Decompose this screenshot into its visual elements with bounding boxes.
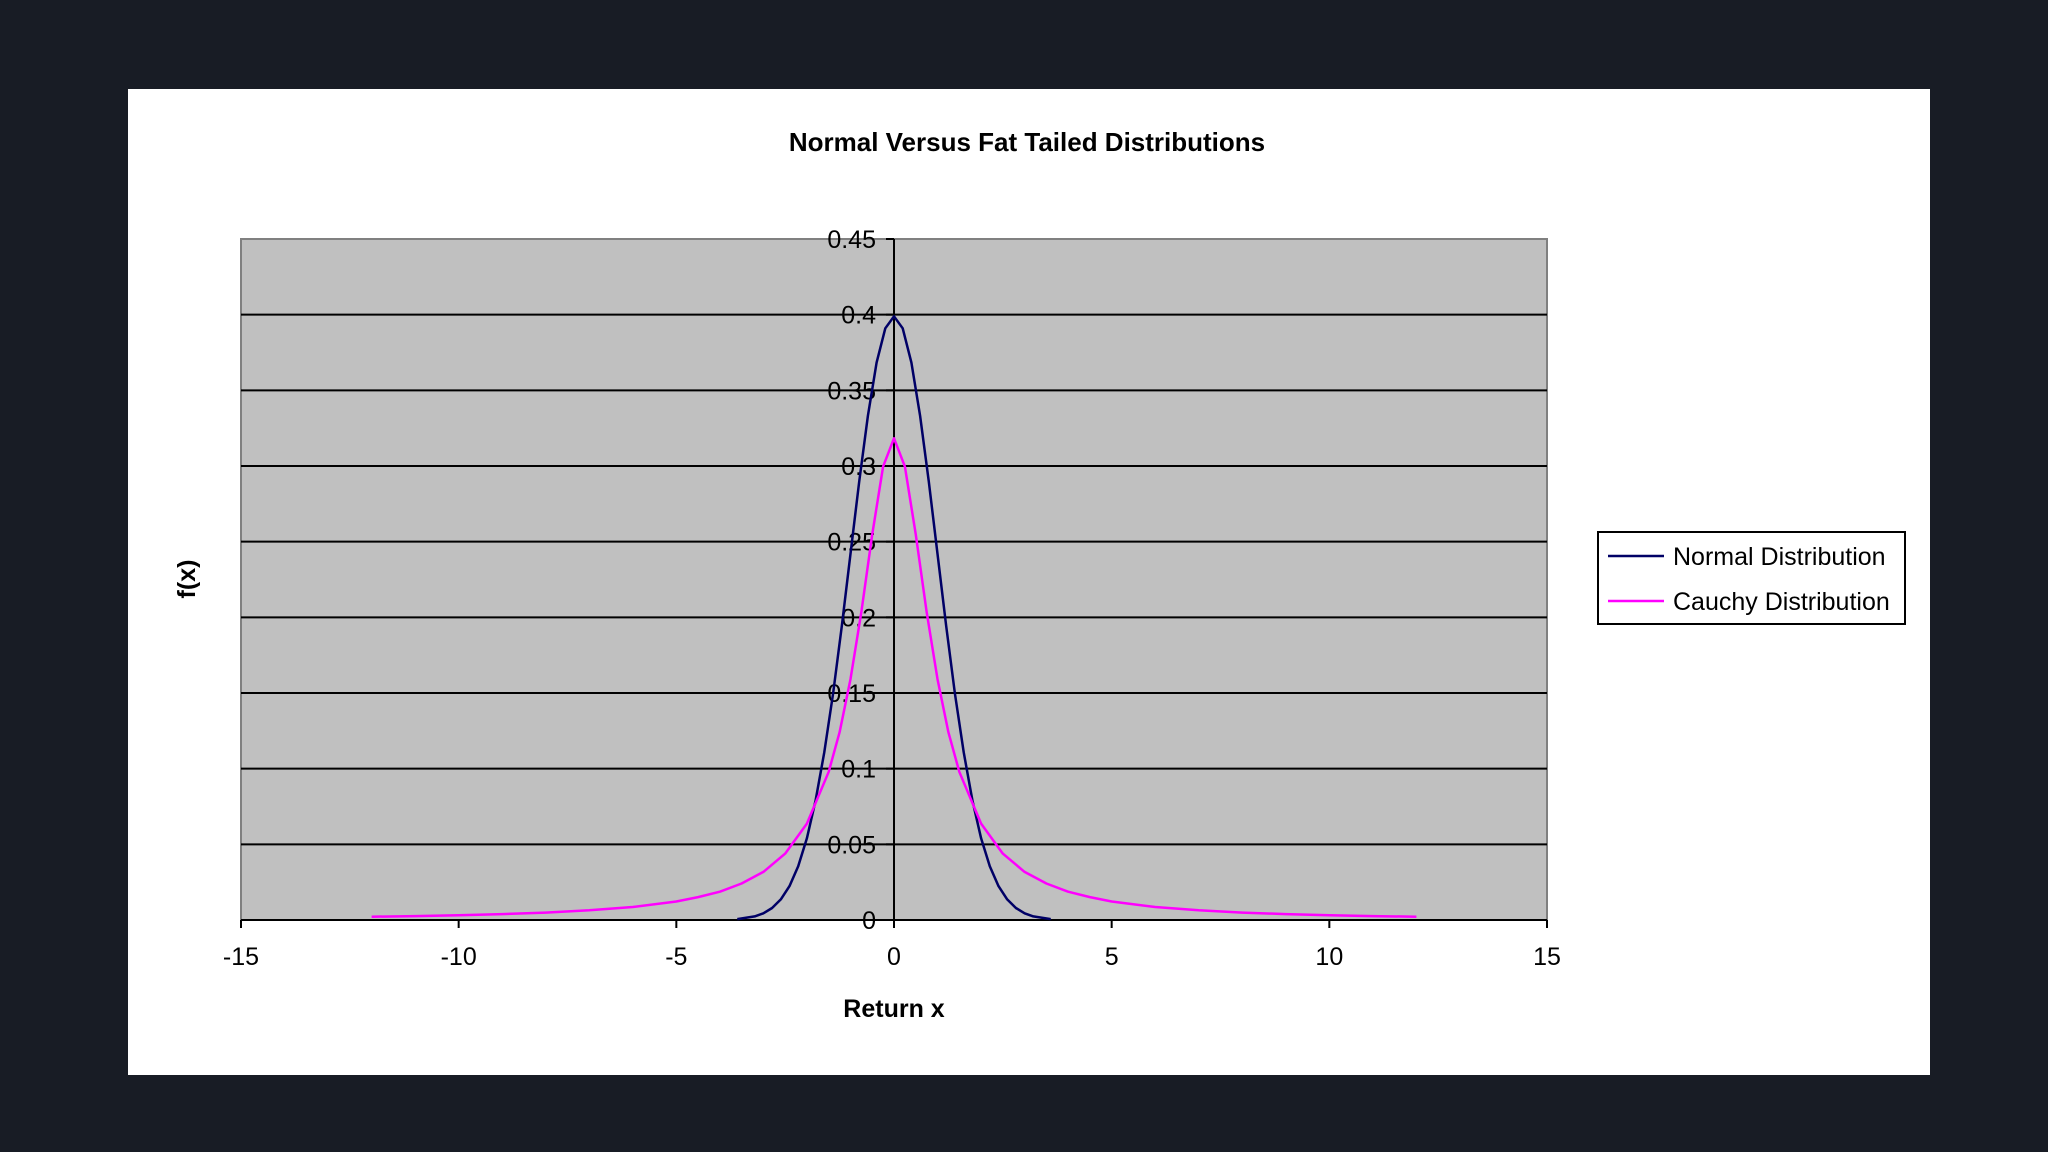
legend-label-normal: Normal Distribution bbox=[1673, 543, 1886, 571]
y-axis-title: f(x) bbox=[173, 560, 201, 599]
series-layer bbox=[371, 315, 1417, 921]
series-line-normal bbox=[737, 315, 1051, 921]
x-tick-label-1: -10 bbox=[441, 943, 477, 971]
y-tick-label-6: 0.3 bbox=[841, 453, 876, 481]
legend: Normal Distribution Cauchy Distribution bbox=[1597, 531, 1906, 625]
x-tick-label-3: 0 bbox=[887, 943, 901, 971]
legend-box bbox=[1597, 531, 1906, 625]
chart-svg: Normal Versus Fat Tailed Distributions -… bbox=[173, 127, 1906, 1023]
x-tick-label-2: -5 bbox=[665, 943, 687, 971]
y-tick-label-0: 0 bbox=[862, 907, 876, 935]
chart-panel: Normal Versus Fat Tailed Distributions -… bbox=[128, 89, 1930, 1075]
y-tick-label-1: 0.05 bbox=[827, 831, 876, 859]
x-tick-label-6: 15 bbox=[1533, 943, 1561, 971]
legend-label-cauchy: Cauchy Distribution bbox=[1673, 588, 1890, 616]
x-ticks: -15 -10 -5 0 5 10 15 bbox=[223, 920, 1561, 971]
y-tick-label-7: 0.35 bbox=[827, 377, 876, 405]
x-axis-title: Return x bbox=[843, 995, 945, 1023]
x-tick-label-0: -15 bbox=[223, 943, 259, 971]
x-tick-label-4: 5 bbox=[1105, 943, 1119, 971]
y-tick-label-8: 0.4 bbox=[841, 302, 876, 330]
y-tick-label-2: 0.1 bbox=[841, 756, 876, 784]
series-line-cauchy bbox=[371, 437, 1417, 918]
chart-title: Normal Versus Fat Tailed Distributions bbox=[789, 127, 1265, 157]
x-tick-label-5: 10 bbox=[1315, 943, 1343, 971]
y-tick-label-9: 0.45 bbox=[827, 226, 876, 254]
